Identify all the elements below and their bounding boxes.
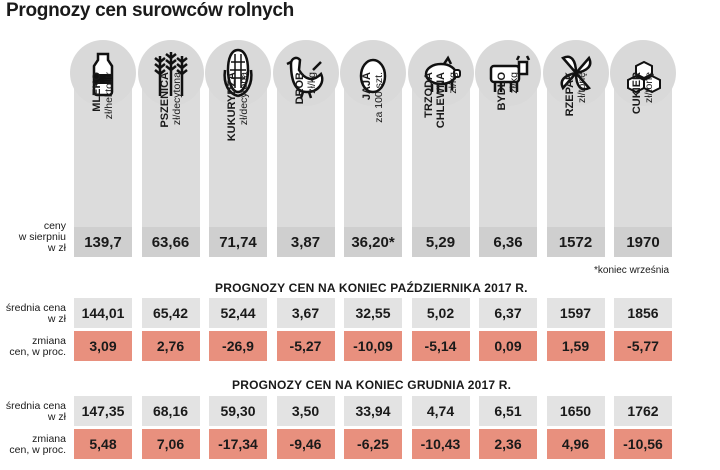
- page-title: Prognozy cen surowców rolnych: [6, 0, 294, 21]
- december-avg-cell: 68,16: [141, 396, 200, 426]
- current-price-cell: 1970: [614, 227, 672, 257]
- october-avg-cell: 5,02: [411, 298, 470, 328]
- december-avg-cell: 1650: [546, 396, 605, 426]
- column-header-label: BYDŁO zł/kg: [479, 70, 537, 170]
- december-change-cell: 2,36: [479, 429, 537, 459]
- column-header-label: JAJA za 100 szt.: [344, 70, 402, 170]
- october-avg-cell: 1597: [546, 298, 605, 328]
- october-avg-cell: 1856: [614, 298, 672, 328]
- december-avg-cell: 4,74: [411, 396, 470, 426]
- commodity-name: PSZENICA: [158, 72, 171, 128]
- chicken-icon: [272, 40, 339, 106]
- october-change-cell: 3,09: [74, 331, 132, 361]
- december-change-cell: -6,25: [344, 429, 402, 459]
- commodity-unit: zł/decytona: [238, 72, 250, 126]
- milk-bottle-icon: [70, 40, 136, 106]
- current-price-cell: 5,29: [411, 227, 470, 257]
- october-change-cell: 1,59: [546, 331, 605, 361]
- commodity-unit: za 100 szt.: [373, 72, 385, 123]
- december-avg-cell: 59,30: [209, 396, 267, 426]
- december-avg-cell: 6,51: [479, 396, 537, 426]
- current-price-cell: 6,36: [479, 227, 537, 257]
- december-change-cell: 7,06: [141, 429, 200, 459]
- october-change-cell: -5,27: [276, 331, 335, 361]
- commodity-unit: zł/decytona: [170, 72, 183, 126]
- december-change-cell: -10,56: [614, 429, 672, 459]
- december-avg-cell: 3,50: [276, 396, 335, 426]
- october-change-cell: 0,09: [479, 331, 537, 361]
- october-avg-cell: 32,55: [344, 298, 402, 328]
- column-header-label: RZEPAK zł/tonę: [547, 70, 605, 170]
- december-change-cell: -9,46: [276, 429, 335, 459]
- october-change-cell: -10,09: [344, 331, 402, 361]
- current-price-cell: 63,66: [141, 227, 200, 257]
- column-header-label: DRÓB zł/kg: [277, 70, 335, 170]
- october-change-cell: -5,77: [614, 331, 672, 361]
- commodity-unit: zł/tonę: [643, 72, 655, 103]
- current-price-cell: 1572: [546, 227, 605, 257]
- column-header-label: PSZENICA zł/decytona: [142, 70, 200, 170]
- commodity-unit: zł/tonę: [575, 72, 588, 103]
- october-avg-cell: 144,01: [74, 298, 132, 328]
- commodity-name: TRZODA CHLEWNA: [422, 72, 447, 129]
- october-change-cell: -5,14: [411, 331, 470, 361]
- commodity-name: CUKIER: [631, 72, 643, 115]
- october-avg-label: średnia cena w zł: [5, 302, 66, 325]
- october-change-cell: -26,9: [209, 331, 267, 361]
- commodity-name: MLEKO: [91, 72, 103, 112]
- december-change-cell: 4,96: [546, 429, 605, 459]
- october-avg-cell: 6,37: [479, 298, 537, 328]
- commodity-unit: zł/kg: [446, 72, 459, 94]
- october-change-label: zmiana cen, w proc.: [9, 335, 66, 358]
- commodity-unit: zł/kg: [305, 72, 318, 94]
- december-avg-cell: 1762: [614, 396, 672, 426]
- egg-icon: [340, 40, 406, 106]
- december-change-label: zmiana cen, w proc.: [9, 433, 66, 456]
- current-price-cell: 3,87: [276, 227, 335, 257]
- commodity-unit: zł/kg: [508, 72, 520, 94]
- column-header-label: CUKIER zł/tonę: [614, 70, 672, 170]
- commodity-unit: zł/hektolitr: [103, 72, 115, 120]
- column-header-label: KUKURYDZA zł/decytona: [209, 70, 267, 170]
- october-avg-cell: 65,42: [141, 298, 200, 328]
- rapeseed-flower-icon: [542, 40, 609, 106]
- december-avg-cell: 147,35: [74, 396, 132, 426]
- commodity-name: KUKURYDZA: [226, 72, 238, 142]
- commodity-name: DRÓB: [293, 72, 306, 105]
- commodity-name: BYDŁO: [496, 72, 508, 111]
- commodity-name: JAJA: [361, 72, 373, 101]
- wheat-icon: [137, 40, 204, 106]
- current-price-cell: 139,7: [74, 227, 132, 257]
- footnote: *koniec września: [594, 265, 670, 276]
- pig-icon: [407, 40, 474, 106]
- december-section-title: PROGNOZY CEN NA KONIEC GRUDNIA 2017 R.: [232, 378, 512, 392]
- column-header-label: MLEKO zł/hektolitr: [74, 70, 132, 170]
- december-avg-label: średnia cena w zł: [5, 400, 66, 423]
- december-change-cell: -17,34: [209, 429, 267, 459]
- cow-icon: [475, 40, 541, 106]
- october-avg-cell: 3,67: [276, 298, 335, 328]
- current-price-cell: 36,20*: [344, 227, 402, 257]
- commodity-name: RZEPAK: [563, 72, 576, 117]
- column-header-label: TRZODA CHLEWNA zł/kg: [412, 70, 470, 170]
- october-change-cell: 2,76: [141, 331, 200, 361]
- current-price-label: ceny w sierpniu w zł: [18, 220, 66, 254]
- december-change-cell: 5,48: [74, 429, 132, 459]
- corn-icon: [205, 40, 271, 106]
- october-section-title: PROGNOZY CEN NA KONIEC PAŹDZIERNIKA 2017…: [215, 281, 528, 295]
- current-price-cell: 71,74: [209, 227, 267, 257]
- october-avg-cell: 52,44: [209, 298, 267, 328]
- sugar-cubes-icon: [610, 40, 676, 106]
- december-avg-cell: 33,94: [344, 396, 402, 426]
- december-change-cell: -10,43: [411, 429, 470, 459]
